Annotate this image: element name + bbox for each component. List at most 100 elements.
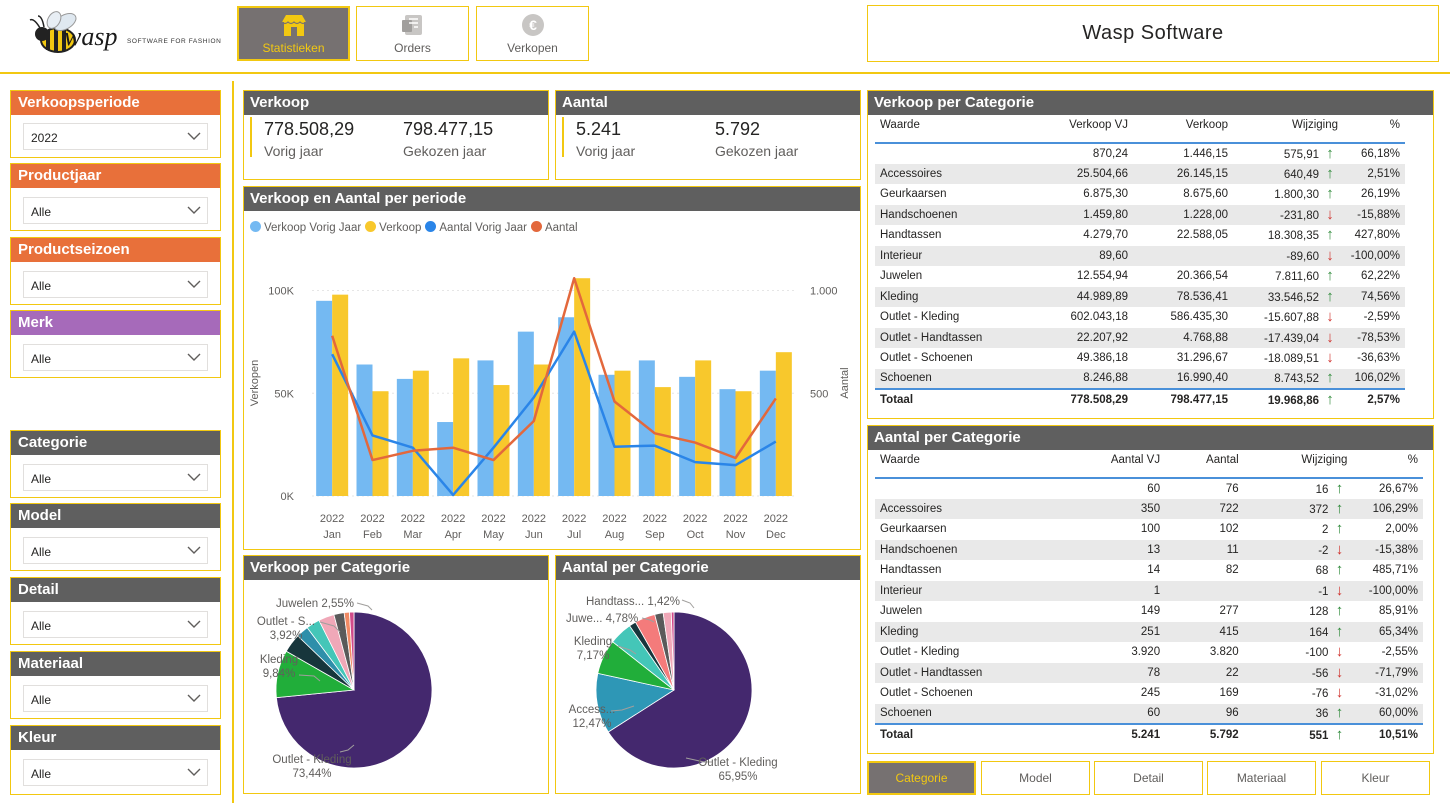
pie-label: Outlet - Kleding 73,44% (272, 754, 351, 780)
chevron-down-icon (187, 694, 201, 702)
bar-verkoop-vj (316, 300, 333, 496)
table-cell: 6.875,30 (1083, 188, 1128, 201)
table-cell: 4.279,70 (1083, 229, 1128, 242)
table-cell: 13 (1026, 539, 1166, 560)
column-header[interactable]: Waarde (880, 454, 920, 466)
table-cell-category: Interieur (875, 580, 1027, 601)
tab-kleur[interactable]: Kleur (1321, 761, 1430, 795)
slicer-merk-label: Merk (11, 311, 220, 335)
table-row: Interieur 1 -1 ↓ -100,00% (875, 580, 1423, 601)
kpi-aantal-prev-value: 5.241 (576, 119, 622, 139)
table-header-row: Waarde Aantal VJ Aantal Wijziging% (875, 451, 1423, 478)
table-row: Outlet - Handtassen 22.207,92 4.768,88 -17.… (875, 327, 1405, 348)
slicer-kleur-dropdown[interactable]: Alle (23, 759, 208, 786)
tab-detail[interactable]: Detail (1094, 761, 1203, 795)
change-value: 128 (1309, 606, 1329, 619)
nav-statistieken-button[interactable]: Statistieken (237, 6, 350, 61)
change-value: 164 (1309, 626, 1329, 639)
slicer-categorie-dropdown[interactable]: Alle (23, 464, 208, 491)
slicer-detail-dropdown[interactable]: Alle (23, 611, 208, 638)
column-header[interactable]: % (1407, 454, 1418, 466)
table-cell-pct: -31,02% (1375, 687, 1418, 700)
y-tick-label: 50K (274, 388, 294, 400)
bar-verkoop-vj (719, 389, 736, 496)
bar-verkoop (412, 370, 429, 496)
column-header[interactable]: Verkoop VJ (1069, 119, 1128, 131)
legend-item[interactable]: Aantal Vorig Jaar (425, 221, 527, 234)
change-value: 68 (1315, 565, 1329, 578)
kpi-accent-bar (562, 117, 564, 157)
legend-item[interactable]: Aantal (530, 221, 578, 234)
slicer-materiaal-dropdown[interactable]: Alle (23, 685, 208, 712)
table-cell-change: -1 ↓ (1243, 580, 1353, 601)
table-cell: 22.588,05 (1176, 229, 1228, 242)
pie-leader-line (339, 744, 355, 753)
table-verkoop-title: Verkoop per Categorie (868, 91, 1433, 115)
slicer-productjaar-value: Alle (31, 205, 52, 219)
column-header[interactable]: Aantal VJ (1110, 454, 1161, 466)
column-header[interactable]: Aantal (1206, 454, 1239, 466)
table-cell-category: Outlet - Handtassen (875, 327, 1015, 348)
nav-orders-button[interactable]: Orders (356, 6, 469, 61)
arrow-up-icon: ↑ (1335, 520, 1344, 538)
chevron-down-icon (187, 620, 201, 628)
column-header[interactable]: % (1389, 119, 1400, 131)
column-header[interactable]: Wijziging (1291, 119, 1338, 131)
slicer-categorie-value: Alle (31, 472, 52, 486)
table-cell: 26.145,15 (1133, 163, 1233, 184)
slicer-productseizoen-dropdown[interactable]: Alle (23, 271, 208, 298)
nav-verkopen-button[interactable]: € Verkopen (476, 6, 589, 61)
change-value: 8.743,52 (1274, 373, 1319, 386)
x-tick-label: 2022 (522, 513, 546, 525)
pie-leader-line (298, 674, 321, 682)
y2-axis-title: Aantal (839, 367, 851, 398)
bar-verkoop (372, 391, 389, 496)
change-value: 16 (1315, 483, 1329, 496)
table-row: Handtassen 4.279,70 22.588,05 18.308,35 ↑ 427… (875, 225, 1405, 246)
arrow-up-icon: ↑ (1326, 267, 1334, 285)
store-icon (281, 14, 306, 36)
column-header[interactable]: Waarde (880, 119, 920, 131)
change-value: -76 (1311, 688, 1329, 701)
kpi-aantal-title: Aantal (556, 91, 860, 115)
column-header[interactable]: Verkoop (1185, 119, 1228, 131)
table-cell-change: 640,49 ↑ (1233, 163, 1343, 184)
tab-model[interactable]: Model (981, 761, 1090, 795)
x-tick-label: Mar (403, 529, 422, 541)
tab-categorie[interactable]: Categorie (867, 761, 976, 795)
orders-icon (401, 14, 422, 35)
bar-verkoop (695, 360, 712, 496)
bar-verkoop-vj (679, 376, 696, 496)
table-cell-change: 36 ↑ (1243, 703, 1353, 724)
slicer-productseizoen-value: Alle (31, 279, 52, 293)
table-cell: 44.989,89 (1015, 286, 1133, 307)
slicer-materiaal-value: Alle (31, 693, 52, 707)
svg-text:€: € (529, 17, 537, 33)
table-cell-change: 33.546,52 ↑ (1233, 286, 1343, 307)
tab-materiaal[interactable]: Materiaal (1207, 761, 1316, 795)
kpi-verkoop-card: Verkoop 778.508,29 Vorig jaar 798.477,15… (243, 90, 549, 180)
brand-logo: wasp SOFTWARE FOR FASHION (10, 4, 225, 60)
table-cell: 870,24 (1092, 147, 1128, 160)
table-row: Handschoenen 13 11 -2 ↓ -15,38% (875, 539, 1423, 560)
slicer-productjaar-dropdown[interactable]: Alle (23, 197, 208, 224)
table-cell: 100 (1140, 523, 1161, 536)
arrow-down-icon: ↓ (1335, 684, 1344, 702)
legend-item[interactable]: Verkoop (365, 221, 421, 234)
slicer-merk-dropdown[interactable]: Alle (23, 344, 208, 371)
y2-tick-label: 500 (810, 388, 828, 400)
brand-name: wasp (64, 22, 118, 51)
arrow-up-icon: ↑ (1335, 602, 1344, 620)
slicer-categorie: Categorie Alle (10, 430, 221, 498)
legend-item[interactable]: Verkoop Vorig Jaar (250, 221, 361, 234)
kpi-verkoop-cur-label: Gekozen jaar (403, 143, 487, 159)
x-tick-label: Apr (445, 529, 462, 541)
table-cell: 149 (1140, 605, 1161, 618)
column-header[interactable]: Wijziging (1301, 454, 1348, 466)
change-value: -1 (1318, 585, 1329, 598)
pie-label: Juwe... 4,78% (566, 613, 638, 625)
slicer-model-dropdown[interactable]: Alle (23, 537, 208, 564)
slicer-verkoopsperiode-dropdown[interactable]: 2022 (23, 123, 208, 150)
table-cell: 169 (1219, 687, 1239, 700)
slicer-merk: Merk Alle (10, 310, 221, 378)
